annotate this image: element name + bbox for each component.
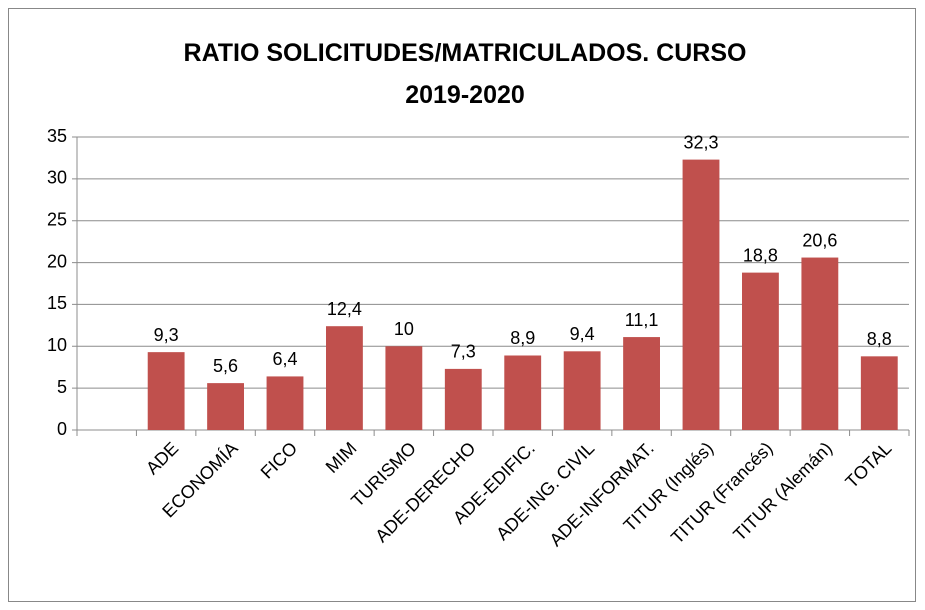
value-label: 8,9 xyxy=(510,328,535,348)
bar xyxy=(147,352,185,430)
bar xyxy=(563,351,601,430)
value-label: 5,6 xyxy=(213,356,238,376)
bar xyxy=(207,383,244,430)
x-tick-label: FICO xyxy=(257,438,302,483)
value-label: 7,3 xyxy=(451,342,476,362)
value-label: 10 xyxy=(394,319,414,339)
bar xyxy=(801,257,839,430)
y-tick-label: 10 xyxy=(47,335,67,355)
bar xyxy=(385,346,423,430)
value-label: 6,4 xyxy=(272,349,297,369)
bar xyxy=(326,326,363,430)
bar xyxy=(860,356,898,430)
y-tick-label: 5 xyxy=(57,377,67,397)
value-label: 18,8 xyxy=(743,245,778,265)
y-tick-label: 20 xyxy=(47,251,67,271)
bar xyxy=(682,159,720,431)
value-label: 11,1 xyxy=(625,310,659,330)
x-tick-label: TITUR (Francés) xyxy=(667,438,777,548)
value-label: 9,4 xyxy=(570,324,595,344)
bar xyxy=(504,355,542,430)
value-label: 20,6 xyxy=(802,230,837,250)
y-tick-label: 30 xyxy=(47,168,67,188)
y-tick-label: 25 xyxy=(47,209,67,229)
y-tick-label: 0 xyxy=(57,419,67,439)
bar xyxy=(266,376,304,430)
chart-frame xyxy=(8,8,916,602)
x-tick-label: ADE-INFORMAT. xyxy=(546,438,658,550)
y-tick-label: 15 xyxy=(47,293,67,313)
chart-title: RATIO SOLICITUDES/MATRICULADOS. CURSO 20… xyxy=(183,39,747,109)
x-tick-label: TOTAL xyxy=(841,438,895,492)
x-tick-label: ADE xyxy=(142,438,182,478)
bar xyxy=(444,368,482,430)
x-tick-label: MIM xyxy=(322,438,361,477)
bar xyxy=(742,272,779,430)
y-tick-label: 35 xyxy=(47,126,67,146)
value-label: 32,3 xyxy=(683,132,718,152)
value-label: 9,3 xyxy=(154,325,179,345)
value-label: 12,4 xyxy=(327,299,362,319)
x-tick-label: ADE-DERECHO xyxy=(371,438,479,546)
value-label: 8,8 xyxy=(867,329,892,349)
bar xyxy=(623,337,660,430)
